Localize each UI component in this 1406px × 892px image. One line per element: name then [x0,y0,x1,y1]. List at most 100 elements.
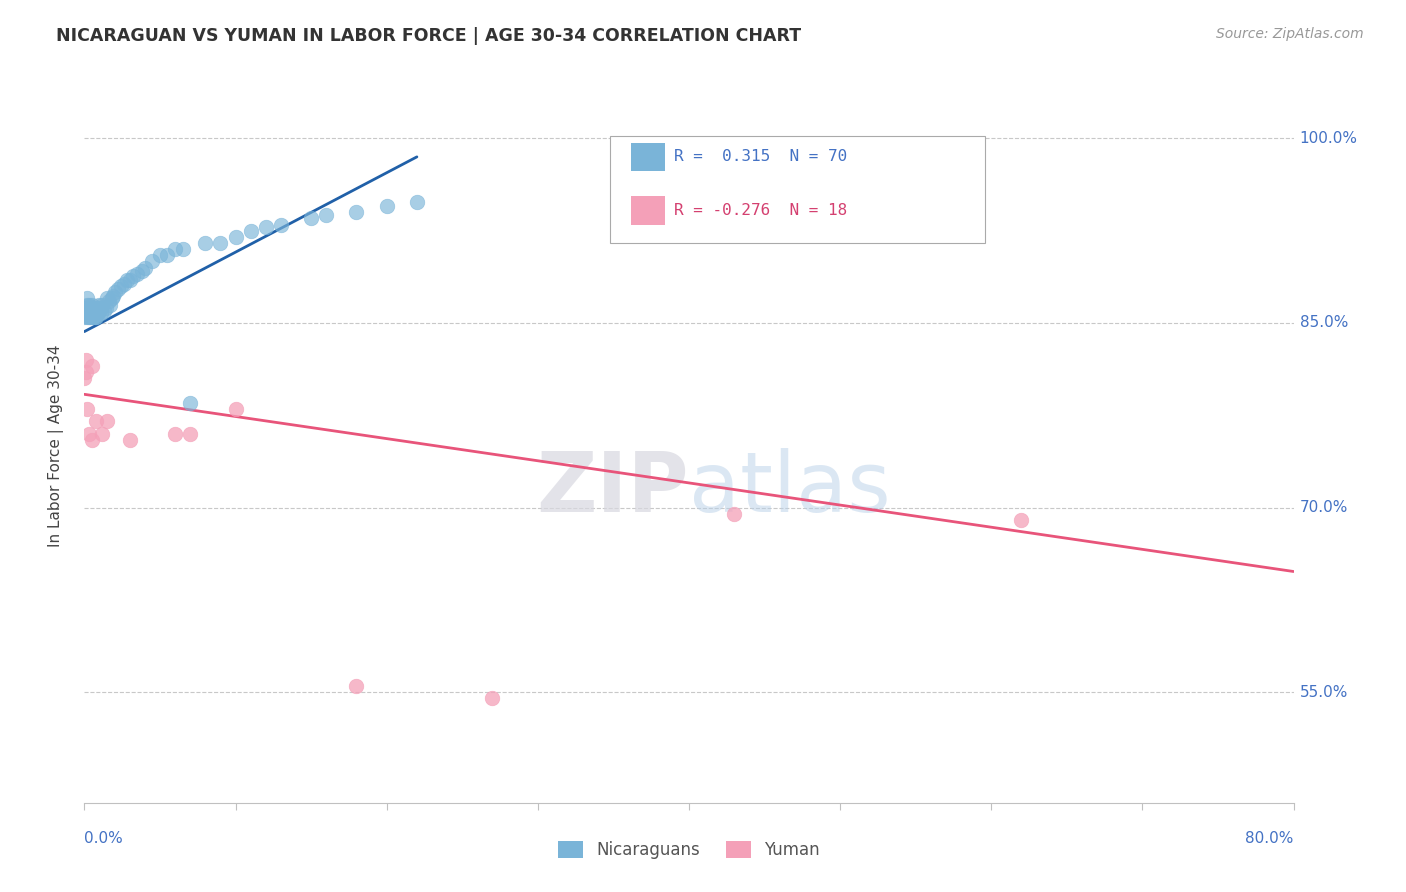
Point [346,205,368,219]
Point [93,303,115,318]
Point [76,291,98,305]
Point [90,301,112,316]
Y-axis label: In Labor Force | Age 30-34: In Labor Force | Age 30-34 [48,344,63,548]
Point [77,297,100,311]
Point [80,297,103,311]
Point [84,310,107,324]
Point [104,285,127,300]
Point [90,306,112,320]
Point [75,301,97,316]
Text: NICARAGUAN VS YUMAN IN LABOR FORCE | AGE 30-34 CORRELATION CHART: NICARAGUAN VS YUMAN IN LABOR FORCE | AGE… [56,27,801,45]
Point [80,433,103,447]
Point [73,371,96,385]
Text: ZIP: ZIP [537,449,689,529]
Point [87,301,110,316]
Point [76,297,98,311]
FancyBboxPatch shape [610,136,986,243]
Point [96,291,118,305]
Point [96,414,118,428]
Point [98,297,121,311]
Point [77,426,100,441]
Point [77,306,100,320]
Point [86,414,108,428]
Point [134,260,156,275]
Point [76,402,98,417]
Point [77,301,100,316]
Bar [631,196,665,225]
Point [115,273,138,287]
Point [270,218,292,232]
Text: 100.0%: 100.0% [1299,131,1358,146]
Legend: Nicaraguans, Yuman: Nicaraguans, Yuman [551,834,827,866]
Point [239,224,262,238]
Point [149,248,172,262]
Point [84,306,107,320]
Point [315,208,337,222]
Text: 55.0%: 55.0% [1299,684,1348,699]
Point [82,310,104,324]
Point [75,365,97,379]
Point [299,211,322,226]
Point [79,310,101,324]
Point [89,297,111,311]
Point [1010,513,1032,527]
Text: 70.0%: 70.0% [1299,500,1348,515]
Point [86,303,108,318]
Point [118,433,141,447]
Point [76,303,98,318]
Point [141,254,163,268]
Point [77,310,100,324]
Point [225,402,247,417]
Text: R =  0.315  N = 70: R = 0.315 N = 70 [675,150,848,164]
Text: 0.0%: 0.0% [84,831,124,847]
Point [110,279,132,293]
Text: 85.0%: 85.0% [1299,316,1348,330]
Text: 80.0%: 80.0% [1246,831,1294,847]
Point [179,426,201,441]
Point [107,281,129,295]
Point [163,426,186,441]
Point [723,507,745,521]
Point [172,242,194,256]
Point [91,297,114,311]
Point [121,269,143,284]
Point [97,293,120,308]
Point [481,691,503,706]
Point [163,242,186,256]
Point [127,267,149,281]
Point [80,359,103,373]
Point [75,303,97,318]
Point [84,303,107,318]
Point [77,303,100,318]
Point [84,301,107,316]
Point [86,310,108,324]
Point [209,235,232,250]
Point [80,306,103,320]
Point [131,264,153,278]
Point [87,306,110,320]
Point [101,289,124,303]
Point [94,301,117,316]
Point [375,199,398,213]
Point [80,310,103,324]
Point [346,679,368,693]
Bar [631,143,665,171]
Point [75,352,97,367]
Point [112,277,135,291]
Point [82,306,104,320]
Point [156,248,179,262]
Point [254,219,277,234]
Point [225,230,247,244]
Text: atlas: atlas [689,449,890,529]
Point [79,301,101,316]
Text: Source: ZipAtlas.com: Source: ZipAtlas.com [1216,27,1364,41]
Point [79,306,101,320]
Point [73,310,96,324]
Point [89,303,111,318]
Point [100,291,122,305]
Point [80,303,103,318]
Point [118,273,141,287]
Point [179,396,201,410]
Point [75,306,97,320]
Text: R = -0.276  N = 18: R = -0.276 N = 18 [675,203,848,218]
